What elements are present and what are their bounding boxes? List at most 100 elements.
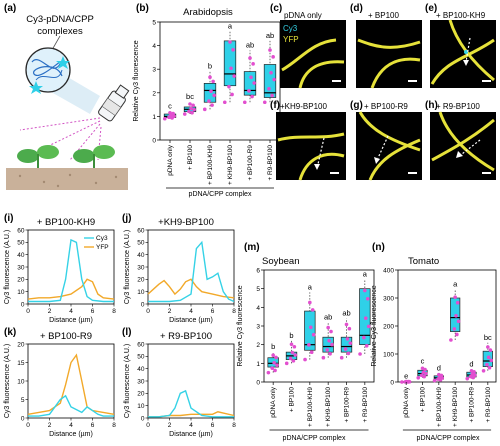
pointer-line xyxy=(51,35,61,51)
chart-n-sig-letter: a xyxy=(453,280,458,289)
chart-m-point xyxy=(271,353,275,358)
panel-label-j: (j) xyxy=(122,213,131,224)
chart-m-ytick-label: 2 xyxy=(256,342,260,349)
hyphae-f xyxy=(277,132,345,181)
arrow-icon-e xyxy=(463,60,469,66)
chart-l-xlabel: Distance (µm) xyxy=(169,431,213,438)
chart-m-group-label: pDNA/CPP complex xyxy=(283,435,346,442)
chart-i-series-cy3 xyxy=(28,238,114,303)
chart-k-ytick-label: 10 xyxy=(17,378,25,385)
chart-l-ytick-label: 40 xyxy=(137,366,145,373)
hyphae-h xyxy=(431,111,495,172)
chart-n-point xyxy=(403,380,408,384)
chart-b-point xyxy=(212,93,216,98)
chart-n-ylabel: Relative Cy3 fluorescence xyxy=(371,285,378,366)
chart-l-ytick-label: 30 xyxy=(137,378,145,385)
chart-b-point xyxy=(247,89,251,93)
chart-m-ytick-label: 3 xyxy=(256,324,260,331)
chart-b-point xyxy=(272,77,276,82)
chart-j-ytick-label: 0 xyxy=(141,301,145,308)
chart-l-ytick-label: 50 xyxy=(137,354,145,361)
chart-m-point xyxy=(292,344,297,349)
panel-label-h: (h) xyxy=(425,100,438,111)
chart-b-point xyxy=(269,70,273,75)
chart-j-ytick-label: 10 xyxy=(137,289,145,296)
chart-b-point xyxy=(191,103,195,108)
chart-n-point xyxy=(420,366,425,371)
chart-k-title: + BP100-R9 xyxy=(40,331,92,342)
chart-b-ylabel: Relative Cy3 fluorescence xyxy=(133,40,140,121)
chart-b-point xyxy=(192,107,196,112)
panel-a: (a) Cy3-pDNA/CPP complexes xyxy=(4,3,130,190)
chart-b-point xyxy=(230,92,234,97)
legend-yfp: YFP xyxy=(283,35,299,44)
chart-b-frame xyxy=(159,21,281,141)
chart-n-point xyxy=(456,319,461,324)
chart-m-point xyxy=(358,352,362,356)
chart-j-series-cy3 xyxy=(148,240,235,303)
chart-b-sig-letter: b xyxy=(208,62,212,71)
chart-j-xtick-label: 4 xyxy=(189,308,193,315)
chart-i-ytick-label: 30 xyxy=(17,264,25,271)
chart-m-point xyxy=(291,359,296,363)
chart-n-sig-letter: e xyxy=(404,371,408,380)
chart-k-series-cy3 xyxy=(28,394,114,417)
chart-m-xtick-label: pDNA only xyxy=(270,386,277,417)
hyphae-g xyxy=(358,111,421,181)
chart-i-xtick-label: 4 xyxy=(69,308,73,315)
chart-l-xtick-label: 4 xyxy=(189,422,193,429)
panel-label-m: (m) xyxy=(244,242,260,253)
chart-m-sig-letter: a xyxy=(363,269,368,278)
chart-j-xtick-label: 6 xyxy=(211,308,215,315)
chart-b-xtick-label: + R9-BP100 xyxy=(267,145,274,181)
chart-b-group-label: pDNA/CPP complex xyxy=(189,191,252,198)
chart-m-ylabel: Relative Cy3 fluorescence xyxy=(237,285,244,366)
chart-n-ytick-label: 0 xyxy=(390,380,394,387)
chart-m-sig-letter: ab xyxy=(324,312,332,321)
chart-m-point xyxy=(270,366,275,370)
arrow-icon-g xyxy=(374,157,380,164)
chart-b-point xyxy=(189,106,193,111)
arrow-icon-f xyxy=(314,164,320,170)
chart-b-sig-letter: a xyxy=(228,21,233,30)
chart-l: 0 10 20 30 40 50 60 0 2 4 6 8 Distance (µm) Cy3 fluor… xyxy=(124,341,236,438)
chart-m-point xyxy=(290,350,295,355)
chart-k-ytick-label: 5 xyxy=(21,397,25,404)
chart-i-xtick-label: 0 xyxy=(26,308,30,315)
hyphae-e xyxy=(430,19,495,85)
chart-n-point xyxy=(416,376,421,380)
chart-m-point xyxy=(363,288,367,293)
chart-b-xtick-label: pDNA only xyxy=(167,144,174,175)
chart-n-point xyxy=(449,338,453,342)
spray-lines xyxy=(19,117,102,161)
chart-m-point xyxy=(366,324,371,329)
chart-l-xtick-label: 6 xyxy=(211,422,215,429)
chart-m-ytick-label: 0 xyxy=(256,380,260,387)
chart-i-xtick-label: 2 xyxy=(48,308,52,315)
chart-n-ytick-label: 400 xyxy=(383,268,394,275)
chart-m-point xyxy=(346,351,351,356)
chart-m-point xyxy=(273,368,277,373)
chart-b-point xyxy=(211,79,215,84)
chart-m-point xyxy=(321,355,326,360)
chart-b-point xyxy=(222,100,227,105)
chart-j-ylabel: Cy3 fluorescence (A.U.) xyxy=(124,230,131,304)
chart-m-box xyxy=(340,336,353,353)
chart-m-point xyxy=(308,300,312,305)
chart-m-ytick-label: 4 xyxy=(256,305,260,312)
chart-m-point xyxy=(288,356,293,361)
chart-b-point xyxy=(167,115,171,120)
chart-b-point xyxy=(268,48,272,52)
chart-b-point xyxy=(162,116,167,121)
panel-j: (j) +KH9-BP100 0 10 20 30 40 50 60 0 2 4 6 8 Distanc… xyxy=(122,213,236,324)
panel-label-d: (d) xyxy=(350,3,363,14)
micro-title-c: pDNA only xyxy=(284,11,322,20)
chart-n-ytick-label: 100 xyxy=(383,352,394,359)
chart-n-xtick-label: + KH9-BP100 xyxy=(452,387,459,427)
panel-label-k: (k) xyxy=(4,327,16,338)
chart-b-point xyxy=(187,109,191,114)
chart-m-point xyxy=(272,361,276,365)
chart-b-point xyxy=(252,81,256,85)
chart-n: 0 100 200 300 400 Relative Cy3 fluorescence ep… xyxy=(371,268,497,431)
chart-n-sig-letter: bc xyxy=(484,333,492,342)
